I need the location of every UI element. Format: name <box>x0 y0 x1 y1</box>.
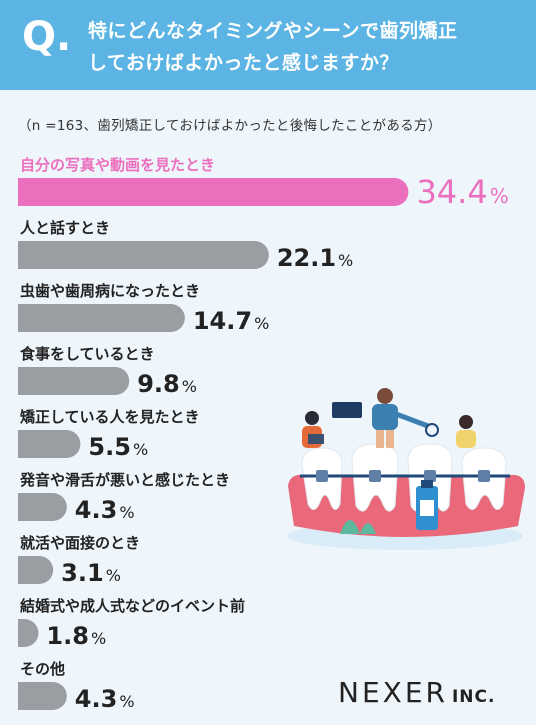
category-label: 虫歯や歯周病になったとき <box>20 282 200 300</box>
bar <box>18 556 54 584</box>
sample-note: （n =163、歯列矯正しておけばよかったと後悔したことがある方） <box>18 118 442 134</box>
q-mark: Q. <box>22 14 72 60</box>
category-label: 発音や滑舌が悪いと感じたとき <box>19 471 230 489</box>
bar <box>18 178 409 206</box>
value-label: 1.8% <box>46 622 106 650</box>
patient-left-figure <box>302 411 324 448</box>
value-label: 5.5% <box>88 433 148 461</box>
dentist-braces-illustration <box>287 388 525 550</box>
value-label: 3.1% <box>61 559 121 587</box>
brackets <box>316 470 490 482</box>
value-label: 22.1% <box>277 244 353 272</box>
bar <box>18 241 269 269</box>
question-header: Q. 特にどんなタイミングやシーンで歯列矯正 しておけばよかったと感じますか？ <box>0 0 536 90</box>
question-line-1: 特にどんなタイミングやシーンで歯列矯正 <box>88 20 458 42</box>
patient-right-figure <box>456 415 476 448</box>
category-label: その他 <box>20 660 65 678</box>
category-label: 食事をしているとき <box>20 345 155 363</box>
bar <box>18 304 185 332</box>
bar <box>18 493 67 521</box>
category-label: 結婚式や成人式などのイベント前 <box>20 597 245 615</box>
value-label: 4.3% <box>75 685 135 713</box>
bar <box>18 430 81 458</box>
question-line-2: しておけばよかったと感じますか？ <box>88 52 399 74</box>
bar <box>18 367 130 395</box>
dentist-figure <box>372 388 439 448</box>
value-label: 9.8% <box>137 370 197 398</box>
value-label: 34.4% <box>416 173 508 211</box>
value-label: 4.3% <box>75 496 135 524</box>
plant <box>340 520 376 534</box>
category-label: 自分の写真や動画を見たとき <box>20 156 215 174</box>
category-label: 矯正している人を見たとき <box>20 408 200 426</box>
bar <box>18 619 39 647</box>
company-logo: NEXER INC. <box>338 676 495 709</box>
category-label: 就活や面接のとき <box>20 534 140 552</box>
teeth <box>301 443 507 512</box>
logo-sub-text: INC. <box>451 687 496 707</box>
category-label: 人と話すとき <box>20 219 110 237</box>
value-label: 14.7% <box>193 307 269 335</box>
bar <box>18 682 67 710</box>
logo-main-text: NEXER <box>338 676 448 709</box>
xray-sign <box>332 402 362 418</box>
mouthwash-bottle <box>416 480 438 530</box>
